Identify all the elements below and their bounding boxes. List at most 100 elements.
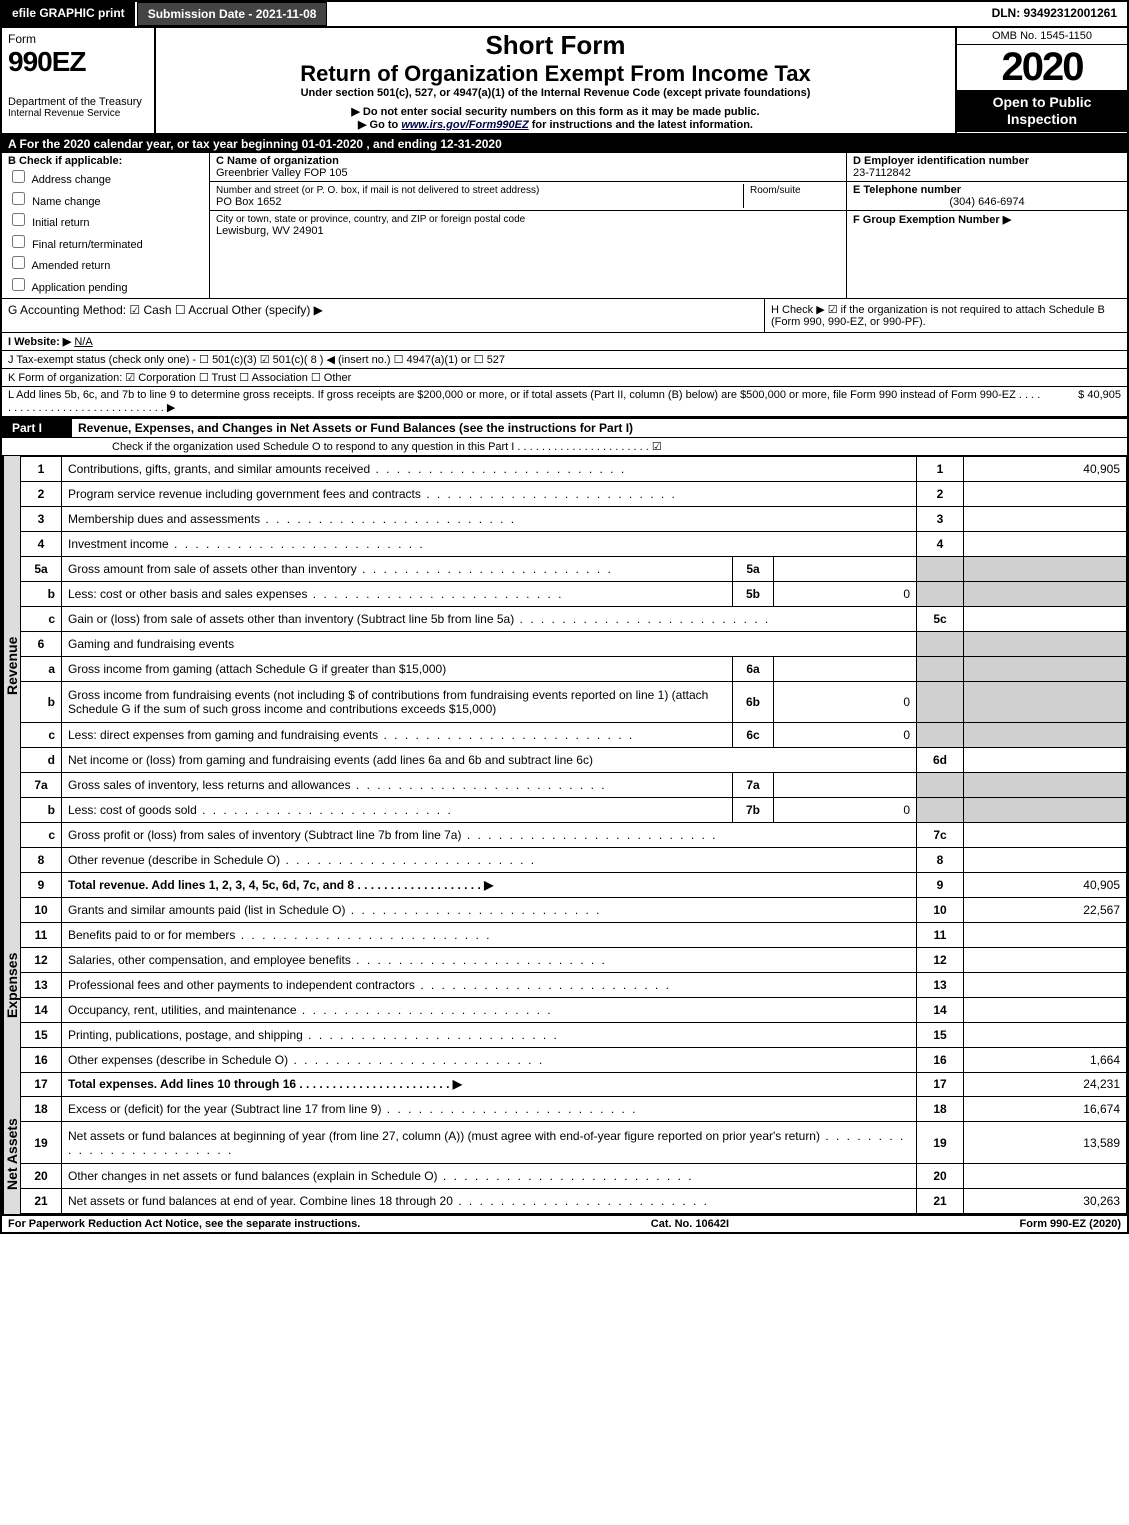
row-7a: 7aGross sales of inventory, less returns… xyxy=(21,773,1127,798)
num-3: 3 xyxy=(917,506,964,531)
ln-7b: b xyxy=(21,798,62,823)
desc-3: Membership dues and assessments xyxy=(62,506,917,531)
line-g: G Accounting Method: ☑ Cash ☐ Accrual Ot… xyxy=(2,299,765,332)
row-21: 21Net assets or fund balances at end of … xyxy=(21,1188,1127,1213)
ln-2: 2 xyxy=(21,481,62,506)
row-4: 4Investment income4 xyxy=(21,531,1127,556)
amt-17: 24,231 xyxy=(964,1072,1127,1097)
ln-18: 18 xyxy=(21,1097,62,1122)
row-18: 18Excess or (deficit) for the year (Subt… xyxy=(21,1097,1127,1122)
amt-1: 40,905 xyxy=(964,457,1127,482)
chk-name-change[interactable]: Name change xyxy=(8,189,203,211)
row-6c: cLess: direct expenses from gaming and f… xyxy=(21,723,1127,748)
side-net-assets: Net Assets xyxy=(2,1094,20,1214)
desc-18: Excess or (deficit) for the year (Subtra… xyxy=(62,1097,917,1122)
line-i-label: I Website: ▶ xyxy=(8,336,71,348)
row-6b: bGross income from fundraising events (n… xyxy=(21,681,1127,723)
mini-val-6c: 0 xyxy=(774,723,917,748)
ln-7c: c xyxy=(21,822,62,847)
row-11: 11Benefits paid to or for members11 xyxy=(21,922,1127,947)
efile-print-button[interactable]: efile GRAPHIC print xyxy=(2,2,137,26)
chk-amended-return[interactable]: Amended return xyxy=(8,253,203,275)
amt-8 xyxy=(964,847,1127,872)
amt-16: 1,664 xyxy=(964,1047,1127,1072)
ssn-warning: ▶ Do not enter social security numbers o… xyxy=(164,105,947,118)
amt-14 xyxy=(964,997,1127,1022)
side-labels: Revenue Expenses Net Assets xyxy=(2,456,20,1214)
ln-11: 11 xyxy=(21,922,62,947)
ln-6: 6 xyxy=(21,631,62,656)
dln-value: DLN: 93492312001261 xyxy=(982,2,1127,26)
desc-2: Program service revenue including govern… xyxy=(62,481,917,506)
row-6d: dNet income or (loss) from gaming and fu… xyxy=(21,748,1127,773)
line-l: L Add lines 5b, 6c, and 7b to line 9 to … xyxy=(2,387,1127,417)
form-header: Form 990EZ Department of the Treasury In… xyxy=(2,28,1127,135)
tax-year: 2020 xyxy=(957,45,1127,90)
chk-final-return[interactable]: Final return/terminated xyxy=(8,232,203,254)
chk-address-change[interactable]: Address change xyxy=(8,167,203,189)
irs-link[interactable]: www.irs.gov/Form990EZ xyxy=(401,119,528,131)
row-6: 6Gaming and fundraising events xyxy=(21,631,1127,656)
box-c-label: C Name of organization xyxy=(216,155,339,167)
line-l-amount: $ 40,905 xyxy=(1041,389,1121,414)
amt-11 xyxy=(964,922,1127,947)
entity-block: B Check if applicable: Address change Na… xyxy=(2,153,1127,299)
desc-6c: Less: direct expenses from gaming and fu… xyxy=(62,723,733,748)
box-d-label: D Employer identification number xyxy=(853,155,1029,167)
desc-21: Net assets or fund balances at end of ye… xyxy=(62,1188,917,1213)
line-a-period: A For the 2020 calendar year, or tax yea… xyxy=(2,135,1127,153)
row-16: 16Other expenses (describe in Schedule O… xyxy=(21,1047,1127,1072)
footer-right: Form 990-EZ (2020) xyxy=(1020,1218,1121,1230)
shade-amt-6a xyxy=(964,656,1127,681)
mini-lab-6a: 6a xyxy=(733,656,774,681)
shade-7a xyxy=(917,773,964,798)
part-i-sub: Check if the organization used Schedule … xyxy=(2,438,1127,456)
street-label: Number and street (or P. O. box, if mail… xyxy=(216,185,539,196)
shade-amt-6c xyxy=(964,723,1127,748)
box-d: D Employer identification number 23-7112… xyxy=(847,153,1127,182)
part-i-header: Part I Revenue, Expenses, and Changes in… xyxy=(2,417,1127,438)
shade-amt-7b xyxy=(964,798,1127,823)
city-value: Lewisburg, WV 24901 xyxy=(216,225,324,237)
footer-left: For Paperwork Reduction Act Notice, see … xyxy=(8,1218,360,1230)
shade-6c xyxy=(917,723,964,748)
desc-6: Gaming and fundraising events xyxy=(62,631,917,656)
irs-label: Internal Revenue Service xyxy=(8,108,148,119)
ln-14: 14 xyxy=(21,997,62,1022)
short-form-title: Short Form xyxy=(164,30,947,61)
page-footer: For Paperwork Reduction Act Notice, see … xyxy=(2,1214,1127,1232)
box-e: E Telephone number (304) 646-6974 xyxy=(847,182,1127,211)
ln-6b: b xyxy=(21,681,62,723)
shade-amt-5a xyxy=(964,556,1127,581)
ln-5b: b xyxy=(21,581,62,606)
num-19: 19 xyxy=(917,1122,964,1164)
row-5a: 5aGross amount from sale of assets other… xyxy=(21,556,1127,581)
line-k: K Form of organization: ☑ Corporation ☐ … xyxy=(2,369,1127,387)
chk-name-change-label: Name change xyxy=(32,196,101,208)
line-l-text: L Add lines 5b, 6c, and 7b to line 9 to … xyxy=(8,389,1041,414)
open-public: Open to Public Inspection xyxy=(957,90,1127,132)
chk-initial-return[interactable]: Initial return xyxy=(8,210,203,232)
chk-application-pending[interactable]: Application pending xyxy=(8,275,203,297)
desc-6d: Net income or (loss) from gaming and fun… xyxy=(62,748,917,773)
chk-final-return-label: Final return/terminated xyxy=(32,239,143,251)
shade-7b xyxy=(917,798,964,823)
side-expenses: Expenses xyxy=(2,876,20,1094)
org-name: Greenbrier Valley FOP 105 xyxy=(216,167,348,179)
goto-post: for instructions and the latest informat… xyxy=(532,119,753,131)
num-11: 11 xyxy=(917,922,964,947)
org-name-cell: C Name of organization Greenbrier Valley… xyxy=(210,153,846,182)
desc-11: Benefits paid to or for members xyxy=(62,922,917,947)
desc-6b: Gross income from fundraising events (no… xyxy=(62,681,733,723)
row-3: 3Membership dues and assessments3 xyxy=(21,506,1127,531)
goto-pre: ▶ Go to xyxy=(358,119,401,131)
mini-val-5b: 0 xyxy=(774,581,917,606)
ln-13: 13 xyxy=(21,972,62,997)
box-e-label: E Telephone number xyxy=(853,184,961,196)
amt-13 xyxy=(964,972,1127,997)
part-i-label: Part I xyxy=(2,419,72,437)
amt-12 xyxy=(964,947,1127,972)
lines-table: 1Contributions, gifts, grants, and simil… xyxy=(20,456,1127,1214)
mini-val-6a xyxy=(774,656,917,681)
mini-lab-6b: 6b xyxy=(733,681,774,723)
